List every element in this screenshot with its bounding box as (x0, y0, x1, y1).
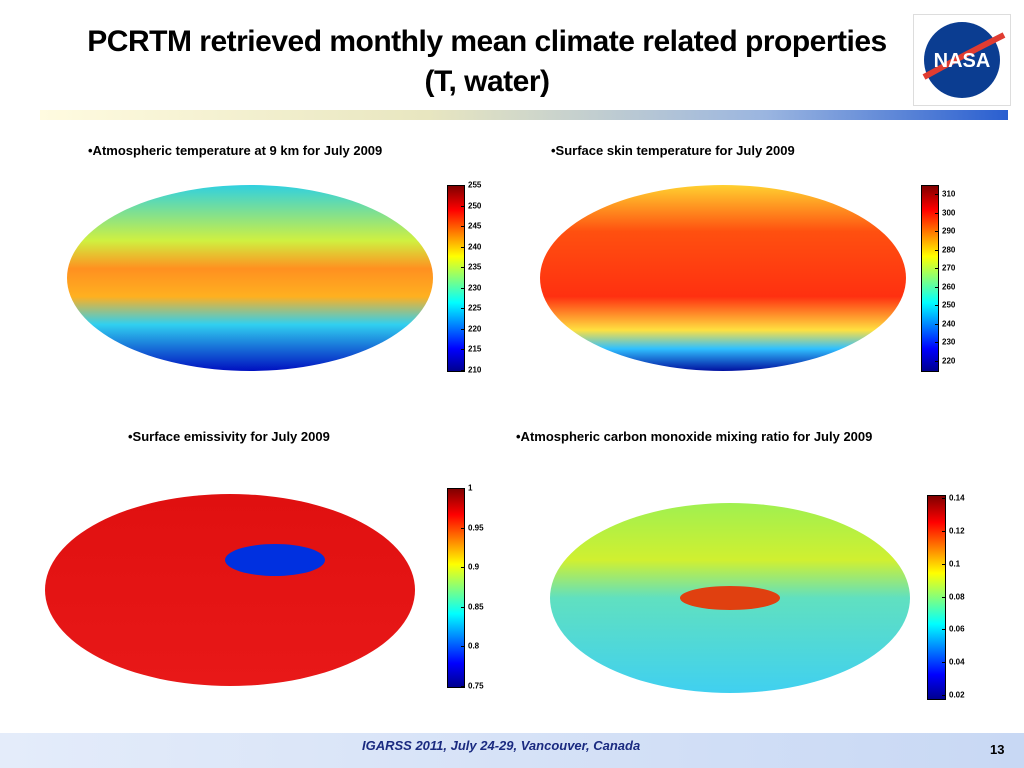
logo-box: NASA (913, 14, 1011, 106)
colorbar-tick-label: 240 (468, 242, 482, 252)
logo-disc (924, 22, 1000, 98)
map-atm-temp (67, 185, 433, 371)
colorbar-tick (461, 205, 464, 207)
colorbar-tick (461, 567, 464, 569)
map-emissivity (45, 494, 415, 686)
slide-title: PCRTM retrieved monthly mean climate rel… (87, 25, 887, 98)
colorbar-tick-label: 230 (942, 337, 956, 347)
colorbar (927, 495, 946, 700)
africa-co-high (680, 586, 780, 610)
header-bar (40, 110, 1008, 120)
colorbar-tick (935, 249, 938, 251)
colorbar-tick-label: 0.9 (468, 562, 480, 572)
colorbar-tick-label: 0.06 (949, 624, 965, 634)
colorbar-tick (461, 349, 464, 351)
colorbar (447, 185, 465, 372)
colorbar-tick (942, 629, 945, 631)
colorbar-tick (935, 360, 938, 362)
footer-band (0, 733, 1024, 768)
page-number: 13 (990, 742, 1005, 757)
logo-text: NASA (934, 50, 991, 72)
colorbar-tick-label: 270 (942, 263, 956, 273)
panel-caption: •Atmospheric temperature at 9 km for Jul… (88, 143, 383, 158)
colorbar-tick-label: 310 (942, 189, 956, 199)
colorbar-tick-label: 1 (468, 483, 473, 493)
colorbar-tick (461, 328, 464, 330)
colorbar-tick-label: 260 (942, 282, 956, 292)
colorbar-tick-label: 0.08 (949, 592, 965, 601)
colorbar-tick (461, 185, 464, 186)
maps (45, 185, 910, 693)
colorbar (447, 488, 465, 688)
colorbar-tick-label: 300 (942, 208, 956, 218)
colorbar-tick (461, 287, 464, 289)
sahara-low (225, 544, 325, 576)
colorbar-tick-label: 0.1 (949, 559, 961, 569)
colorbar-tick-label: 0.85 (468, 602, 484, 612)
colorbar-tick-label: 0.04 (949, 657, 965, 667)
logo-swoosh (922, 32, 1006, 80)
colorbar-tick (935, 286, 938, 288)
panel-caption: •Surface emissivity for July 2009 (128, 429, 330, 444)
colorbar-tick-label: 235 (468, 262, 482, 272)
colorbar-tick (935, 323, 938, 325)
colorbar-tick (461, 686, 464, 687)
panel-caption: •Surface skin temperature for July 2009 (551, 143, 795, 158)
colorbar-tick (461, 308, 464, 310)
colorbar-tick-label: 240 (942, 319, 956, 329)
colorbar-tick-label: 280 (942, 245, 956, 255)
colorbar-tick (942, 661, 945, 663)
map-skin-temp (540, 185, 906, 371)
colorbar-tick (942, 596, 945, 598)
panel-caption: •Atmospheric carbon monoxide mixing rati… (516, 429, 873, 444)
colorbar-tick (461, 527, 464, 529)
colorbar-tick-label: 0.14 (949, 493, 965, 503)
colorbar-tick (461, 646, 464, 648)
colorbar-tick-label: 230 (468, 283, 482, 293)
colorbar-tick-label: 210 (468, 365, 482, 375)
colorbar (921, 185, 939, 372)
colorbar-tick-label: 0.95 (468, 523, 484, 533)
colorbar-tick (461, 370, 464, 371)
colorbar-tick-label: 250 (942, 300, 956, 310)
colorbar-tick (935, 212, 938, 214)
colorbar-tick (935, 231, 938, 233)
colorbar-tick (942, 531, 945, 533)
colorbar-tick (942, 498, 945, 500)
colorbar-tick-label: 0.8 (468, 641, 480, 651)
colorbar-tick (935, 268, 938, 270)
colorbar-tick-label: 0.12 (949, 526, 965, 536)
colorbar-tick (461, 488, 464, 489)
colorbar-tick-label: 225 (468, 303, 482, 313)
colorbar-tick-label: 290 (942, 226, 956, 236)
colorbar-tick (461, 606, 464, 608)
colorbar-tick (461, 246, 464, 248)
footer-text: IGARSS 2011, July 24-29, Vancouver, Cana… (362, 738, 641, 753)
colorbar-tick (461, 226, 464, 228)
colorbar-tick-label: 255 (468, 180, 482, 190)
colorbar-tick (935, 194, 938, 196)
colorbar-tick-label: 245 (468, 221, 482, 231)
colorbar-tick (942, 694, 945, 696)
colorbar-tick (942, 563, 945, 565)
nasa-logo: NASA (922, 22, 1006, 98)
colorbar-tick (935, 305, 938, 307)
colorbar-tick-label: 0.02 (949, 690, 965, 700)
colorbar-tick-label: 0.75 (468, 681, 484, 691)
colorbar-tick-label: 220 (468, 324, 482, 334)
colorbar-tick (461, 267, 464, 269)
colorbar-tick-label: 250 (468, 201, 482, 211)
colorbar-tick (935, 342, 938, 344)
colorbar-tick-label: 220 (942, 356, 956, 366)
colorbar-tick-label: 215 (468, 344, 482, 354)
